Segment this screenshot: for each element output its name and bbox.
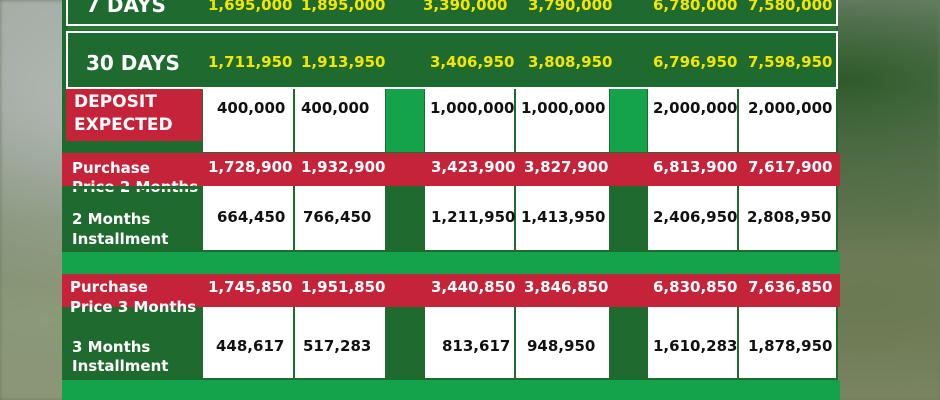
- value-30-days-5: 6,796,950: [653, 53, 738, 71]
- installment-3-label-line2: Installment: [72, 357, 169, 375]
- deposit-label-cell: DEPOSIT EXPECTED: [66, 89, 202, 141]
- purchase-2-value-2: 1,932,900: [301, 158, 386, 176]
- purchase-3-value-4: 3,846,850: [524, 278, 609, 296]
- purchase-2-value-3: 3,423,900: [431, 158, 516, 176]
- installment-3-cell-3: 813,617: [425, 307, 514, 378]
- row-30-days-panel: [66, 31, 838, 89]
- row-separator: [68, 26, 836, 30]
- installment-2-label-line2: Installment: [72, 230, 169, 248]
- installment-3-cell-5: 1,610,283: [648, 307, 737, 378]
- installment-2-value: 1,413,950: [521, 208, 606, 226]
- installment-2-label-line1: 2 Months: [72, 210, 151, 228]
- purchase-2-label-lower: [66, 186, 202, 189]
- deposit-cell-6: 2,000,000: [739, 89, 836, 152]
- section-separator-2: [62, 380, 840, 400]
- spacer-column-2: [610, 89, 647, 152]
- value-7-days-5: 6,780,000: [653, 0, 738, 14]
- purchase-2-value-4: 3,827,900: [524, 158, 609, 176]
- row-label-7-days: 7 DAYS: [86, 0, 166, 17]
- installment-3-value: 1,878,950: [748, 337, 833, 355]
- installment-3-value: 448,617: [216, 337, 285, 355]
- deposit-label-line2: EXPECTED: [74, 115, 173, 135]
- spacer-column-1: [386, 89, 424, 152]
- deposit-cell-4: 1,000,000: [516, 89, 609, 152]
- purchase-2-value-6: 7,617,900: [748, 158, 833, 176]
- purchase-2-value-1: 1,728,900: [208, 158, 293, 176]
- deposit-value: 2,000,000: [653, 99, 738, 117]
- installment-2-cell-2: 766,450: [295, 186, 385, 250]
- purchase-2-value-5: 6,813,900: [653, 158, 738, 176]
- purchase-3-band: [62, 274, 840, 307]
- installment-2-value: 2,808,950: [747, 208, 832, 226]
- installment-2-value: 1,211,950: [431, 208, 516, 226]
- installment-2-value: 664,450: [217, 208, 286, 226]
- installment-3-value: 948,950: [527, 337, 596, 355]
- value-30-days-4: 3,808,950: [528, 53, 613, 71]
- installment-2-value: 766,450: [303, 208, 372, 226]
- value-30-days-6: 7,598,950: [748, 53, 833, 71]
- installment-3-value: 1,610,283: [653, 337, 738, 355]
- installment-3-cell-6: 1,878,950: [739, 307, 836, 378]
- deposit-value: 2,000,000: [748, 99, 833, 117]
- purchase-3-value-6: 7,636,850: [748, 278, 833, 296]
- value-30-days-3: 3,406,950: [430, 53, 515, 71]
- deposit-cell-1: 400,000: [203, 89, 293, 152]
- spacer-column-1c: [386, 307, 424, 378]
- value-7-days-3: 3,390,000: [423, 0, 508, 14]
- installment-2-cell-3: 1,211,950: [425, 186, 516, 250]
- installment-2-value: 2,406,950: [653, 208, 738, 226]
- installment-2-cell-5: 2,406,950: [648, 186, 737, 250]
- purchase-2-band: [62, 153, 840, 186]
- installment-3-cell-4: 948,950: [516, 307, 609, 378]
- spacer-column-1b: [386, 186, 424, 250]
- purchase-3-value-1: 1,745,850: [208, 278, 293, 296]
- value-7-days-1: 1,695,000: [208, 0, 293, 14]
- installment-3-label-line1: 3 Months: [72, 338, 151, 356]
- installment-3-value: 813,617: [442, 337, 511, 355]
- purchase-3-value-5: 6,830,850: [653, 278, 738, 296]
- installment-3-cell-1: 448,617: [203, 307, 293, 378]
- installment-3-value: 517,283: [303, 337, 372, 355]
- value-7-days-6: 7,580,000: [748, 0, 833, 14]
- spacer-column-2b: [610, 186, 647, 250]
- purchase-3-value-3: 3,440,850: [431, 278, 516, 296]
- section-separator-1: [62, 252, 840, 274]
- installment-2-cell-6: 2,808,950: [739, 186, 836, 250]
- deposit-value: 1,000,000: [430, 99, 515, 117]
- row-label-30-days: 30 DAYS: [86, 51, 180, 75]
- purchase-2-label-line1: Purchase: [72, 159, 150, 177]
- purchase-3-value-2: 1,951,850: [301, 278, 386, 296]
- deposit-value: 1,000,000: [521, 99, 606, 117]
- spacer-column-2c: [610, 307, 647, 378]
- deposit-value: 400,000: [301, 99, 370, 117]
- purchase-3-label-line2: Price 3 Months: [70, 298, 197, 316]
- row-7-days-panel: [66, 0, 838, 26]
- deposit-cell-5: 2,000,000: [648, 89, 737, 152]
- value-7-days-2: 1,895,000: [301, 0, 386, 14]
- installment-2-cell-4: 1,413,950: [516, 186, 609, 250]
- installment-3-cell-2: 517,283: [295, 307, 385, 378]
- value-7-days-4: 3,790,000: [528, 0, 613, 14]
- deposit-cell-3: 1,000,000: [425, 89, 514, 152]
- deposit-cell-2: 400,000: [295, 89, 385, 152]
- deposit-label-line1: DEPOSIT: [74, 92, 157, 112]
- installment-2-cell-1: 664,450: [203, 186, 293, 250]
- value-30-days-2: 1,913,950: [301, 53, 386, 71]
- value-30-days-1: 1,711,950: [208, 53, 293, 71]
- purchase-3-label-line1: Purchase: [70, 278, 148, 296]
- deposit-value: 400,000: [217, 99, 286, 117]
